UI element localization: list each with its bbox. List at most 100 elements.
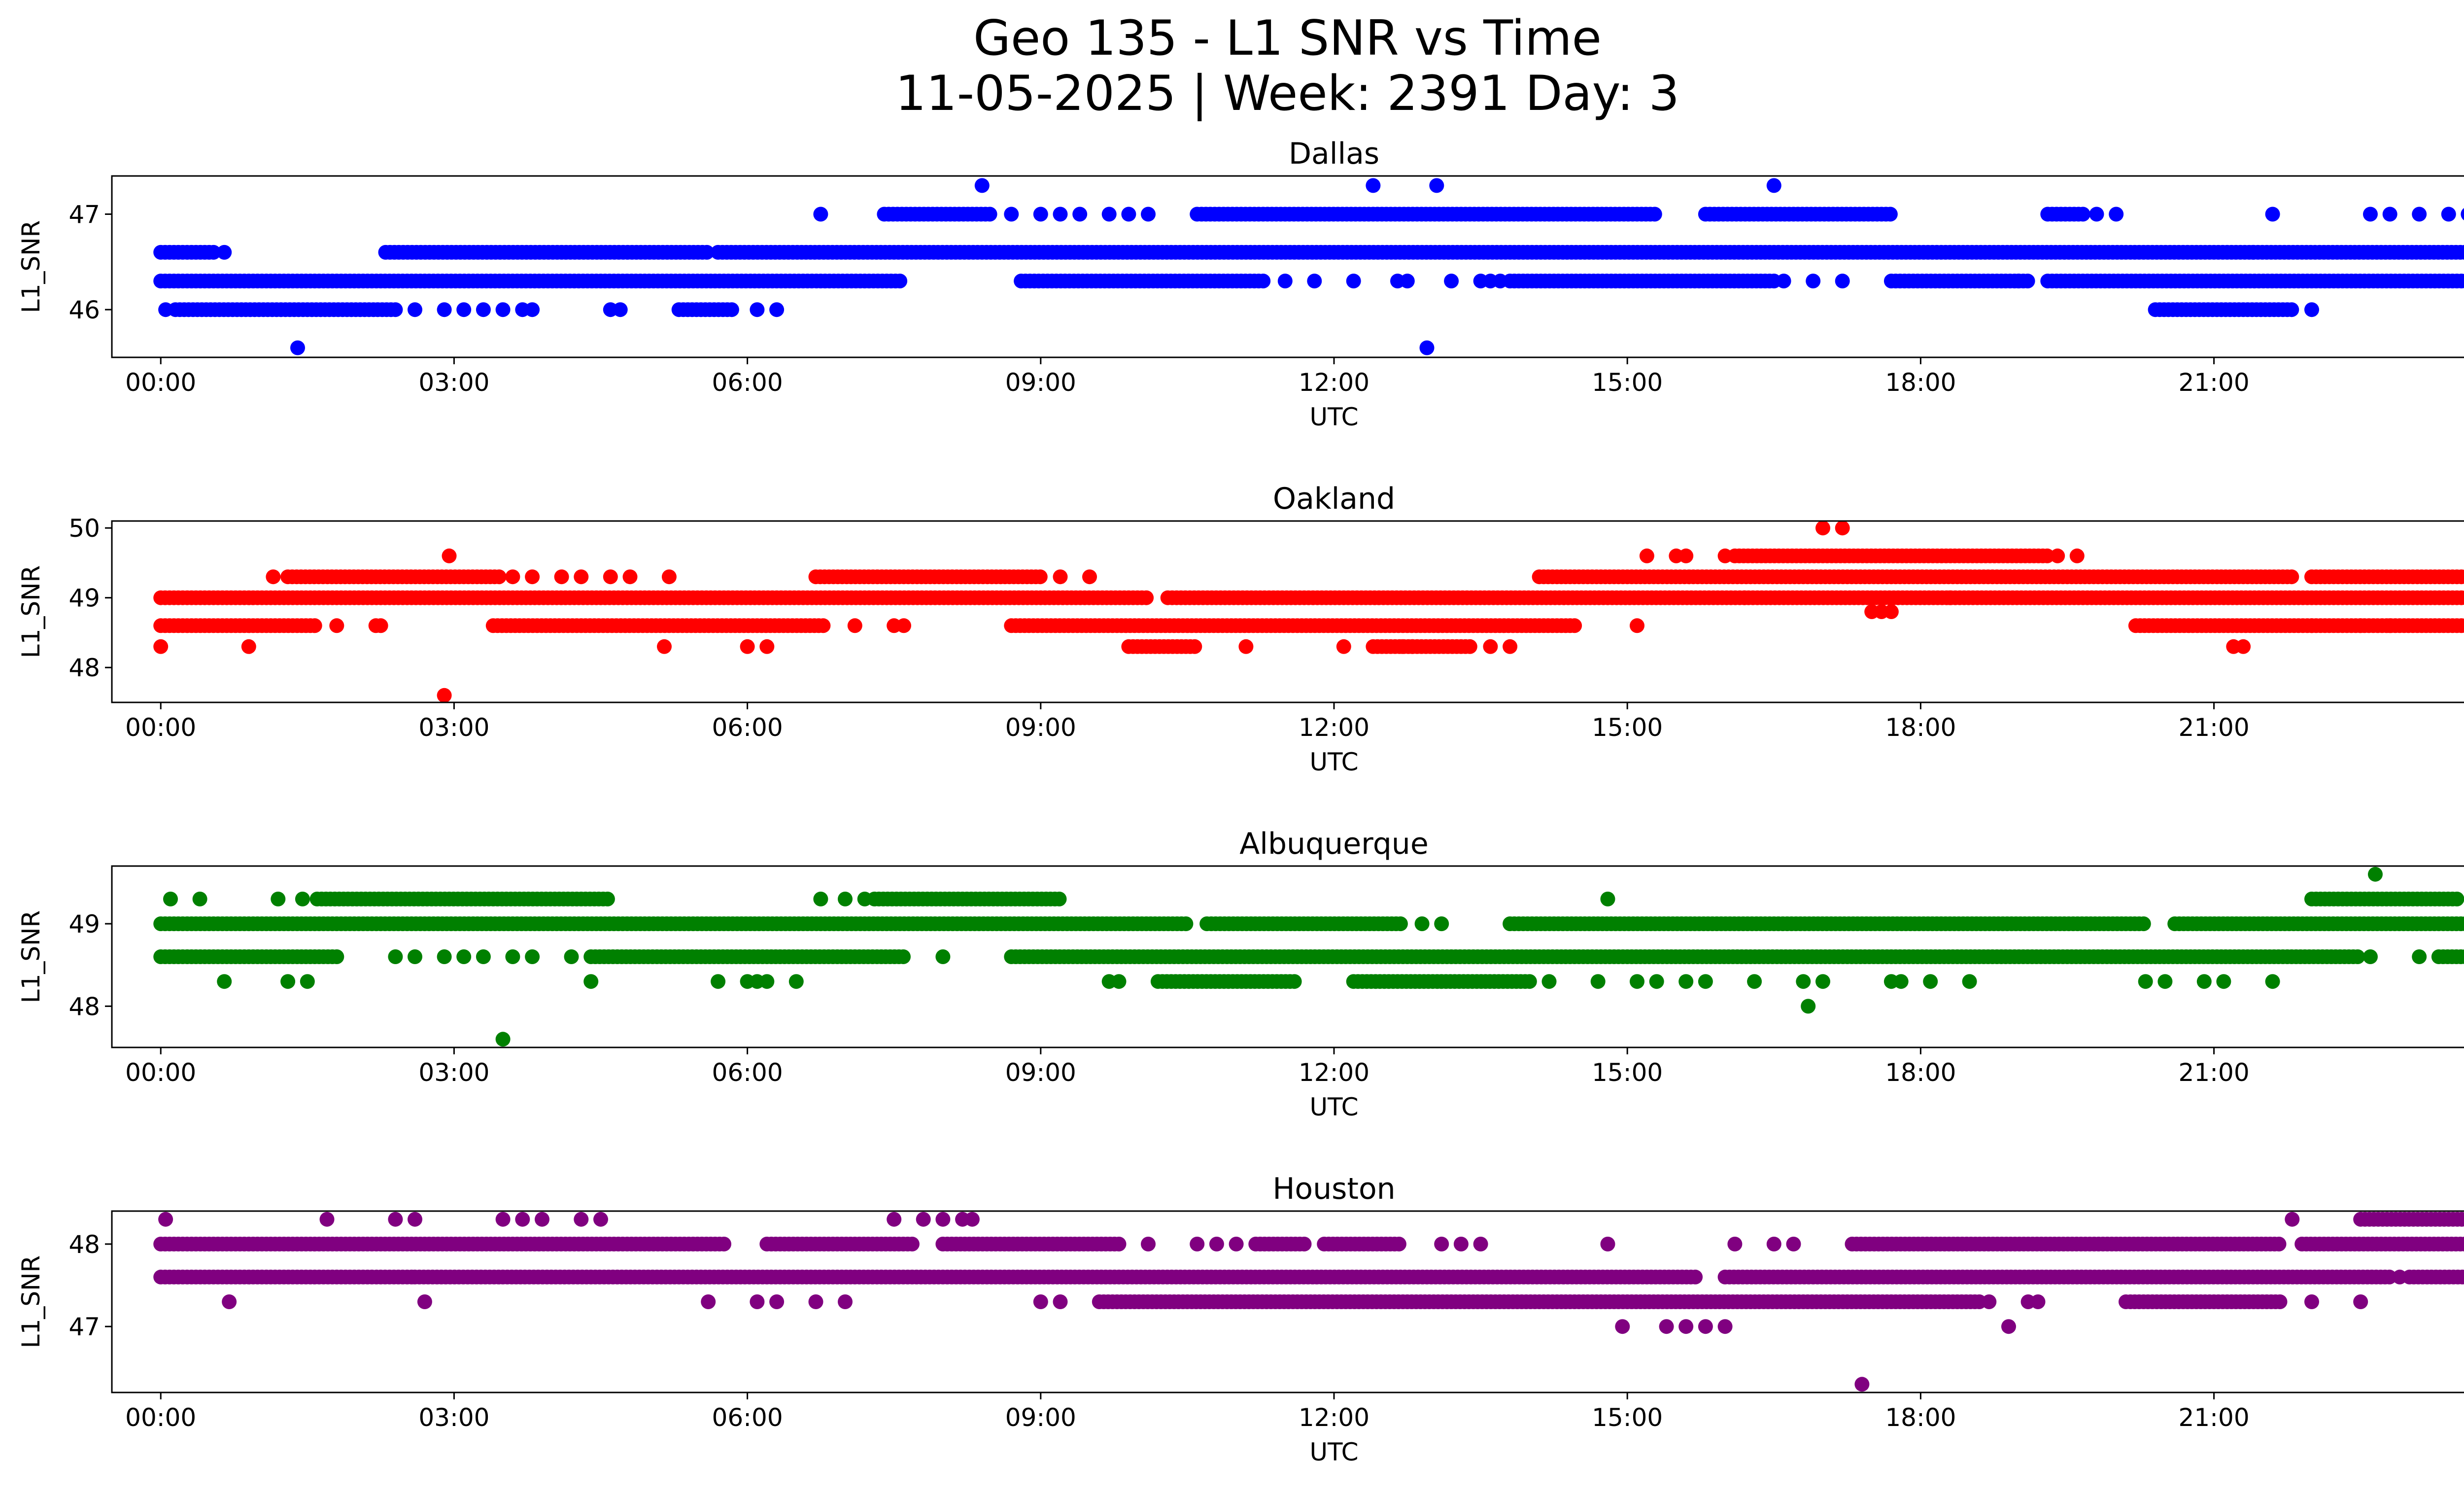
data-point: [1835, 521, 1850, 536]
data-point: [241, 639, 256, 654]
data-point: [2463, 277, 2464, 285]
data-point: [1647, 207, 1662, 222]
data-point: [437, 949, 452, 964]
data-point: [2265, 207, 2280, 222]
data-point: [1187, 639, 1202, 654]
data-point: [1346, 274, 1361, 289]
data-point: [1737, 590, 1752, 605]
data-point: [1893, 974, 1909, 989]
data-point: [1391, 1236, 1406, 1252]
data-point: [661, 569, 677, 585]
data-point: [1600, 891, 1615, 906]
data-point: [2441, 207, 2456, 222]
subplot-title: Albuquerque: [1239, 827, 1429, 861]
data-point: [192, 891, 207, 906]
data-point: [1639, 548, 1654, 563]
data-point: [1121, 207, 1136, 222]
x-tick-label: 00:00: [125, 368, 196, 397]
data-point: [1256, 274, 1271, 289]
data-point: [1835, 274, 1850, 289]
y-tick-label: 46: [68, 296, 100, 324]
data-point: [564, 949, 579, 964]
data-point: [368, 618, 383, 633]
data-point: [1766, 178, 1781, 193]
data-point: [759, 974, 775, 989]
data-point: [505, 569, 520, 585]
data-point: [622, 569, 638, 585]
y-tick-label: 48: [68, 654, 100, 682]
data-point: [974, 178, 990, 193]
data-point: [1942, 590, 1957, 605]
data-point: [838, 891, 853, 906]
y-tick-label: 49: [68, 910, 100, 939]
data-point: [491, 569, 507, 585]
data-point: [280, 974, 296, 989]
data-point: [769, 302, 785, 317]
figure-title-line2: 11-05-2025 | Week: 2391 Day: 3: [895, 66, 1679, 122]
data-point: [1649, 974, 1664, 989]
x-tick-label: 09:00: [1005, 368, 1076, 397]
data-point: [408, 949, 422, 964]
data-point: [217, 974, 232, 989]
data-point: [153, 639, 169, 654]
x-tick-label: 12:00: [1299, 713, 1369, 742]
data-point: [1444, 274, 1459, 289]
data-point: [1688, 1269, 1703, 1285]
data-point: [554, 569, 569, 585]
data-point: [2353, 618, 2368, 633]
data-point: [816, 618, 831, 633]
data-point: [206, 244, 221, 260]
data-point: [2363, 949, 2378, 964]
data-point: [2271, 1236, 2287, 1252]
data-point: [1414, 916, 1430, 932]
data-point: [1815, 974, 1830, 989]
data-point: [2304, 302, 2319, 317]
data-point: [896, 618, 911, 633]
data-point: [2236, 639, 2251, 654]
data-point: [1393, 916, 1408, 932]
data-point: [217, 244, 232, 260]
data-point: [2304, 618, 2319, 633]
x-axis-label: UTC: [1309, 1093, 1358, 1121]
x-axis-label: UTC: [1309, 403, 1358, 431]
x-tick-label: 21:00: [2179, 368, 2250, 397]
figure-title: Geo 135 - L1 SNR vs Time 11-05-2025 | We…: [0, 11, 2464, 121]
data-point: [2069, 548, 2085, 563]
data-point: [456, 949, 472, 964]
data-point: [1101, 207, 1117, 222]
data-point: [1297, 1236, 1312, 1252]
data-point: [2457, 244, 2464, 260]
data-point: [442, 548, 457, 563]
data-point: [1678, 548, 1694, 563]
data-point: [2265, 974, 2280, 989]
data-point: [813, 207, 828, 222]
data-point: [1434, 916, 1449, 932]
data-point: [1111, 1236, 1127, 1252]
data-point: [525, 949, 540, 964]
data-point: [2350, 949, 2365, 964]
data-point: [1053, 207, 1068, 222]
data-point: [1483, 639, 1498, 654]
x-tick-label: 12:00: [1299, 1058, 1369, 1087]
x-tick-label: 18:00: [1885, 713, 1956, 742]
data-point: [2109, 207, 2124, 222]
data-point: [505, 949, 520, 964]
x-tick-label: 06:00: [712, 1058, 783, 1087]
data-point: [750, 302, 765, 317]
data-point: [2138, 974, 2153, 989]
data-point: [437, 302, 452, 317]
data-point: [935, 949, 951, 964]
data-point: [158, 302, 173, 317]
data-point: [1238, 639, 1254, 654]
data-point: [2216, 974, 2231, 989]
data-point: [329, 618, 344, 633]
data-point: [2075, 207, 2090, 222]
subplot-title: Dallas: [1289, 137, 1379, 171]
data-point: [163, 891, 178, 906]
data-points: [153, 178, 2464, 355]
data-point: [1630, 618, 1644, 633]
y-axis-label: L1_SNR: [17, 220, 45, 313]
data-point: [613, 302, 628, 317]
